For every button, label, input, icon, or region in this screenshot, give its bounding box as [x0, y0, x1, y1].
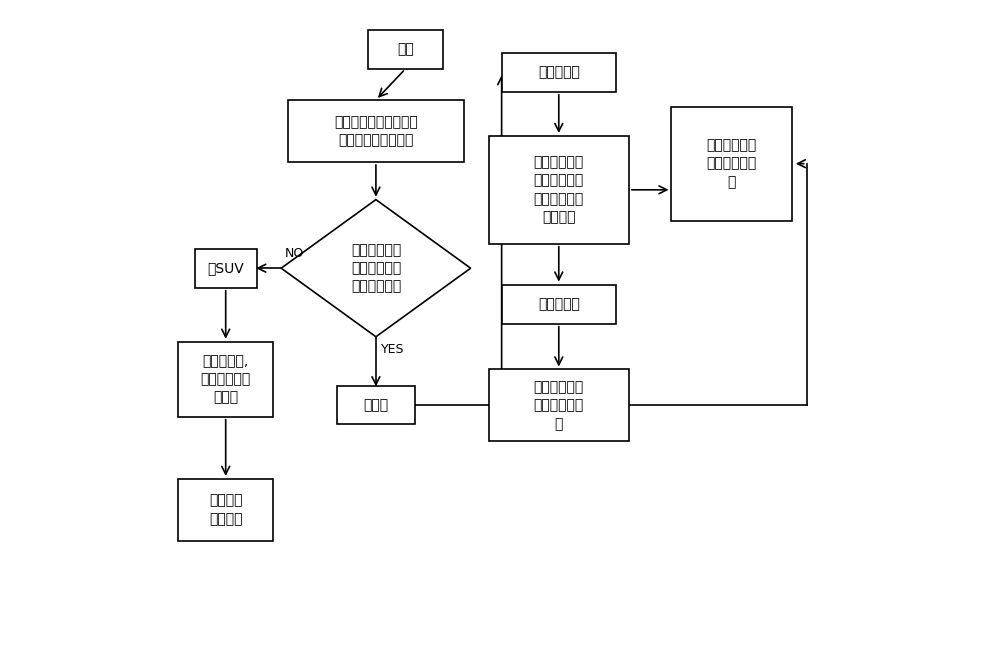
- Polygon shape: [281, 199, 471, 337]
- Text: 滚床驱动长滑撬到位且
前组传感器感知到位: 滚床驱动长滑撬到位且 前组传感器感知到位: [334, 115, 418, 147]
- Text: YES: YES: [381, 344, 405, 356]
- FancyBboxPatch shape: [502, 53, 616, 92]
- Text: 前置短滑撬单
经滚床驱动前
进: 前置短滑撬单 经滚床驱动前 进: [707, 138, 757, 189]
- FancyBboxPatch shape: [489, 136, 629, 243]
- Text: 前置短滑撬单
经滚床驱动前
进: 前置短滑撬单 经滚床驱动前 进: [534, 380, 584, 431]
- Text: 是SUV: 是SUV: [207, 261, 244, 275]
- Text: 长滑撬经分撬
操作拆解成前
置短滑撬及后
置短滑撬: 长滑撬经分撬 操作拆解成前 置短滑撬及后 置短滑撬: [534, 155, 584, 224]
- Text: 定位器锁紧: 定位器锁紧: [538, 65, 580, 79]
- FancyBboxPatch shape: [337, 386, 415, 424]
- Text: 进入涂装
区域加工: 进入涂装 区域加工: [209, 494, 242, 526]
- Text: 前组光电发射
接受器感知是
否被车型阻挡: 前组光电发射 接受器感知是 否被车型阻挡: [351, 243, 401, 293]
- Text: 开始: 开始: [397, 43, 414, 57]
- Text: NO: NO: [284, 247, 304, 260]
- FancyBboxPatch shape: [178, 342, 273, 417]
- FancyBboxPatch shape: [195, 249, 257, 287]
- FancyBboxPatch shape: [368, 30, 443, 69]
- FancyBboxPatch shape: [288, 100, 464, 162]
- Text: 是轻卡: 是轻卡: [363, 398, 388, 412]
- Text: 不分撬操作,
滚床驱动长滑
撬前进: 不分撬操作, 滚床驱动长滑 撬前进: [201, 354, 251, 405]
- FancyBboxPatch shape: [178, 479, 273, 541]
- Text: 定位器打开: 定位器打开: [538, 297, 580, 311]
- FancyBboxPatch shape: [671, 107, 792, 221]
- FancyBboxPatch shape: [489, 370, 629, 442]
- FancyBboxPatch shape: [502, 285, 616, 323]
